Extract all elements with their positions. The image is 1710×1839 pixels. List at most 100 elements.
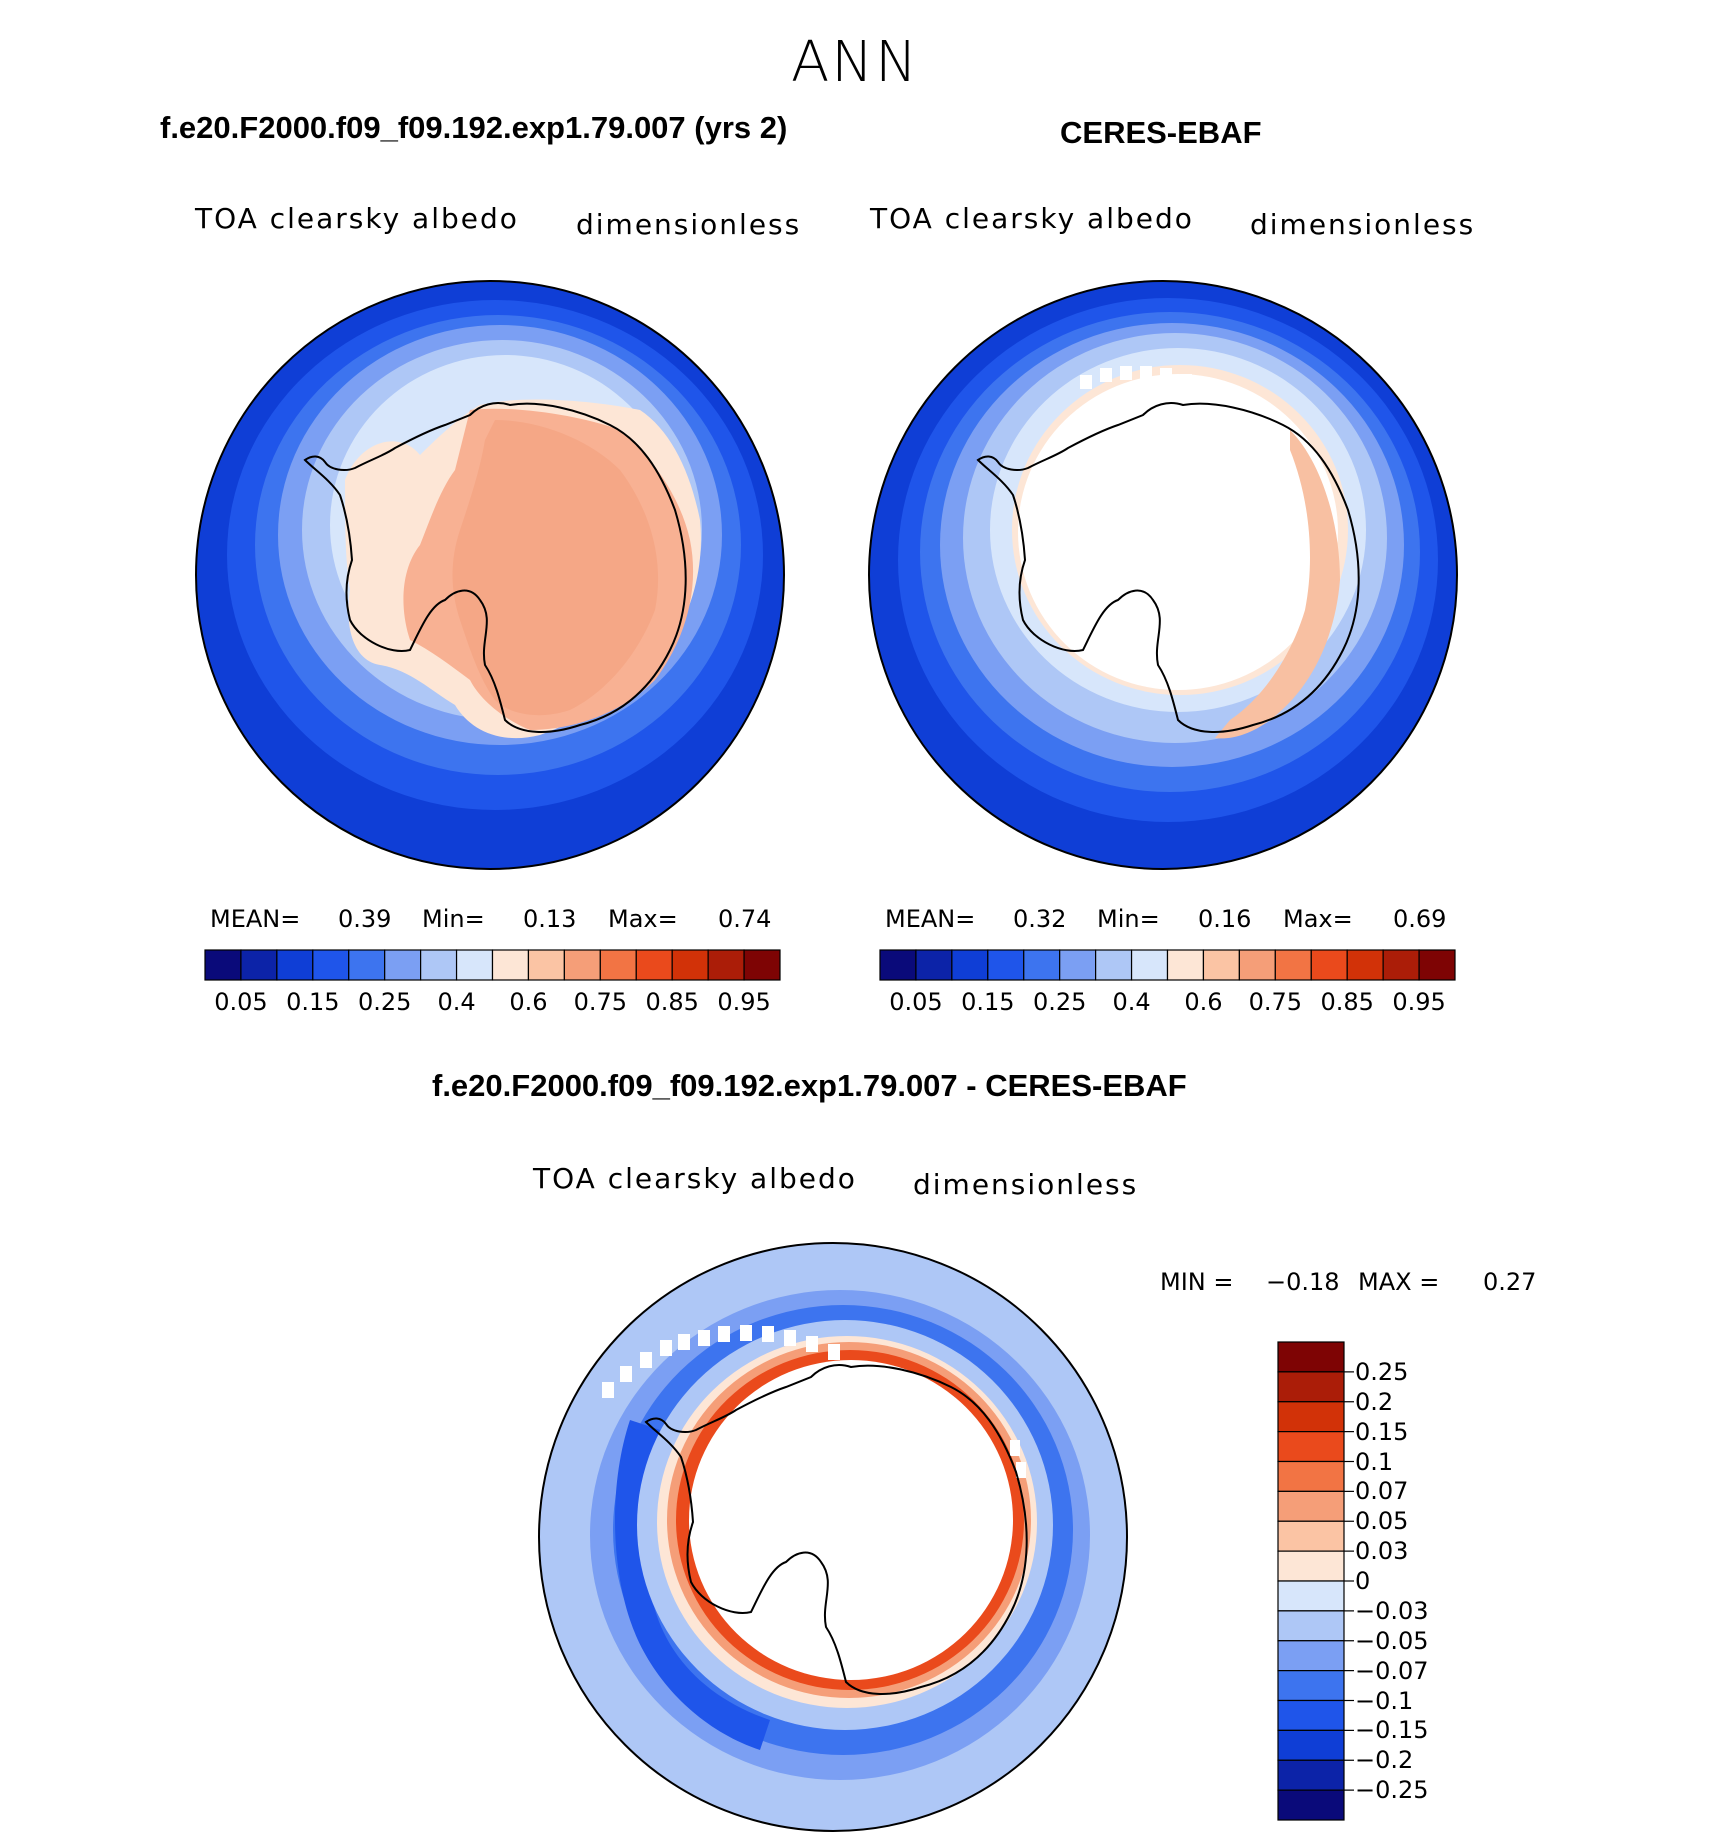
obs-colorbar-swatch <box>1418 949 1456 981</box>
model-units-label: dimensionless <box>576 208 802 241</box>
model-tick: 0.95 <box>717 988 771 1016</box>
obs-min-label: Min= <box>1097 905 1160 933</box>
diff-colorbar-swatch <box>1277 1520 1345 1552</box>
obs-colorbar-swatch <box>1274 949 1312 981</box>
model-max-label: Max= <box>608 905 678 933</box>
obs-tick: 0.85 <box>1320 988 1374 1016</box>
obs-colorbar-swatch <box>1382 949 1420 981</box>
diff-colorbar-swatch <box>1277 1490 1345 1522</box>
diff-colorbar-swatch <box>1277 1640 1345 1672</box>
obs-colorbar-swatch <box>1095 949 1133 981</box>
model-colorbar-ticks: 0.05 0.15 0.25 0.4 0.6 0.75 0.85 0.95 <box>205 988 780 1018</box>
obs-max-label: Max= <box>1283 905 1353 933</box>
model-mean-label: MEAN= <box>210 905 301 933</box>
obs-colorbar-swatch <box>951 949 989 981</box>
obs-tick: 0.75 <box>1248 988 1303 1016</box>
model-colorbar-swatch <box>743 949 781 981</box>
diff-max-label: MAX = <box>1358 1268 1440 1296</box>
model-colorbar-swatch <box>707 949 745 981</box>
obs-tick: 0.05 <box>889 988 943 1016</box>
model-colorbar-swatch <box>455 949 494 981</box>
model-tick: 0.6 <box>509 988 548 1016</box>
diff-colorbar-swatch <box>1277 1699 1345 1731</box>
model-tick: 0.25 <box>357 988 412 1016</box>
diff-colorbar-swatch <box>1277 1371 1345 1403</box>
diff-colorbar-swatch <box>1277 1610 1345 1642</box>
obs-mean-value: 0.32 <box>1013 905 1067 933</box>
diff-units-label: dimensionless <box>913 1168 1139 1201</box>
model-max-value: 0.74 <box>718 905 772 933</box>
diff-panel-title: f.e20.F2000.f09_f09.192.exp1.79.007 - CE… <box>432 1068 1187 1103</box>
obs-colorbar-ticks: 0.05 0.15 0.25 0.4 0.6 0.75 0.85 0.95 <box>880 988 1455 1018</box>
obs-mean-label: MEAN= <box>885 905 976 933</box>
obs-colorbar-swatch <box>879 949 917 981</box>
obs-units-label: dimensionless <box>1250 208 1476 241</box>
obs-colorbar-swatch <box>1130 949 1169 981</box>
diff-colorbar-swatch <box>1277 1580 1345 1612</box>
diff-colorbar-swatch <box>1277 1759 1345 1791</box>
obs-colorbar-swatch <box>1202 949 1240 981</box>
diff-variable-label: TOA clearsky albedo <box>533 1162 857 1195</box>
obs-colorbar-swatch <box>987 949 1025 981</box>
diff-min-value: −0.18 <box>1266 1268 1340 1296</box>
diff-colorbar-swatch <box>1277 1550 1345 1582</box>
obs-colorbar-swatch <box>1166 949 1205 981</box>
diff-tick: −0.03 <box>1355 1596 1429 1625</box>
obs-tick: 0.25 <box>1032 988 1087 1016</box>
model-colorbar-swatch <box>491 949 530 981</box>
model-variable-label: TOA clearsky albedo <box>195 202 519 235</box>
model-tick: 0.15 <box>286 988 340 1016</box>
diff-colorbar-swatch <box>1277 1729 1345 1761</box>
model-min-label: Min= <box>422 905 485 933</box>
figure-title: ANN <box>790 30 920 95</box>
diff-tick: 0.15 <box>1355 1417 1409 1446</box>
diff-tick: −0.15 <box>1355 1716 1429 1745</box>
diff-max-value: 0.27 <box>1483 1268 1537 1296</box>
diff-colorbar-ticks: 0.25 0.2 0.15 0.1 0.07 0.05 0.03 0 −0.03… <box>1355 1342 1475 1820</box>
model-colorbar-swatch <box>599 949 637 981</box>
obs-variable-label: TOA clearsky albedo <box>870 202 1194 235</box>
obs-colorbar-swatch <box>1023 949 1061 981</box>
diff-colorbar-swatch <box>1277 1341 1345 1373</box>
model-colorbar <box>204 949 781 981</box>
diff-tick: 0.05 <box>1355 1507 1409 1536</box>
diff-min-label: MIN = <box>1160 1268 1234 1296</box>
model-colorbar-swatch <box>204 949 242 981</box>
diff-colorbar-swatch <box>1277 1460 1345 1492</box>
obs-tick: 0.4 <box>1112 988 1151 1016</box>
model-mean-value: 0.39 <box>338 905 392 933</box>
obs-min-value: 0.16 <box>1198 905 1252 933</box>
diff-colorbar <box>1277 1341 1354 1821</box>
obs-tick: 0.95 <box>1392 988 1446 1016</box>
model-panel-title: f.e20.F2000.f09_f09.192.exp1.79.007 (yrs… <box>160 110 788 145</box>
obs-colorbar-swatch <box>915 949 953 981</box>
diff-colorbar-swatch <box>1277 1789 1345 1821</box>
diff-tick: 0.25 <box>1355 1357 1409 1386</box>
diff-colorbar-swatch <box>1277 1431 1345 1463</box>
model-colorbar-swatch <box>276 949 314 981</box>
diff-tick: −0.2 <box>1355 1746 1414 1775</box>
obs-colorbar-swatch <box>1238 949 1276 981</box>
diff-tick: −0.07 <box>1355 1656 1429 1685</box>
diff-colorbar-swatch <box>1277 1670 1345 1702</box>
diff-tick: −0.25 <box>1355 1776 1429 1805</box>
obs-colorbar <box>879 949 1456 981</box>
diff-colorbar-swatch <box>1277 1401 1345 1433</box>
diff-tick: 0.07 <box>1355 1477 1409 1506</box>
model-colorbar-swatch <box>563 949 601 981</box>
diff-tick: 0.03 <box>1355 1537 1409 1566</box>
diff-tick: 0.2 <box>1355 1387 1394 1416</box>
model-tick: 0.85 <box>645 988 699 1016</box>
model-tick: 0.05 <box>214 988 268 1016</box>
diff-tick: −0.1 <box>1355 1686 1414 1715</box>
model-min-value: 0.13 <box>523 905 577 933</box>
model-colorbar-swatch <box>671 949 709 981</box>
diff-tick: 0.1 <box>1355 1447 1394 1476</box>
diff-tick: 0 <box>1355 1567 1371 1595</box>
obs-panel-title: CERES-EBAF <box>1060 115 1262 150</box>
obs-tick: 0.6 <box>1184 988 1223 1016</box>
model-tick: 0.75 <box>573 988 628 1016</box>
